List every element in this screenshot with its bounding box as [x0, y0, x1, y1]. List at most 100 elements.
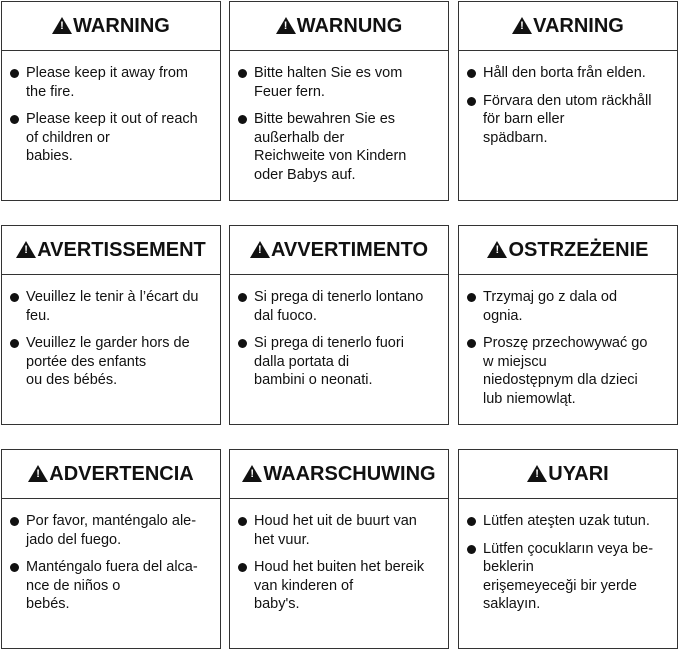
item-text-line: saklayın.: [483, 596, 541, 612]
bullet-icon: [467, 96, 476, 106]
bullet-item: Veuillez le tenir à l’écart du feu.: [10, 288, 220, 325]
item-text-line: beklerin: [483, 559, 534, 575]
bullet-icon: [467, 339, 476, 348]
item-text-line: portée des enfants: [26, 353, 147, 370]
card-body: Håll den borta från elden. Förvara den ut…: [459, 51, 677, 147]
card-header: WAARSCHUWING: [230, 450, 448, 499]
item-text-line: spädbarn.: [483, 129, 548, 146]
bullet-item: Bitte halten Sie es vom Feuer fern.: [238, 64, 448, 101]
bullet-icon: [238, 293, 247, 302]
bullet-item: Bitte bewahren Sie es außerhalb der Reichw…: [238, 110, 448, 184]
bullet-item: Si prega di tenerlo fuori dalla portata d…: [238, 334, 448, 390]
warning-card: WARNING Please keep it away from the fire.…: [1, 1, 221, 201]
warning-triangle-icon: [28, 464, 49, 482]
item-text-line: lub niemowląt.: [483, 390, 576, 407]
warning-card: UYARI Lütfen ateşten uzak tutun. Lütfen ço…: [458, 449, 678, 649]
item-text-line: Bitte bewahren Sie es: [254, 111, 396, 127]
card-title: AVERTISSEMENT: [37, 238, 206, 261]
bullet-item: Manténgalo fuera del alca-nce de niños o…: [10, 558, 220, 614]
item-text-line: Feuer fern.: [254, 83, 325, 100]
item-text-line: babies.: [26, 148, 73, 164]
item-text-line: ognia.: [483, 307, 523, 324]
card-header: AVVERTIMENTO: [230, 226, 448, 275]
warning-triangle-icon: [512, 16, 533, 34]
warning-card: WARNUNG Bitte halten Sie es vom Feuer fern…: [229, 1, 449, 201]
warning-card: WAARSCHUWING Houd het uit de buurt van het…: [229, 449, 449, 649]
bullet-item: Veuillez le garder hors de portée des enf…: [10, 334, 220, 390]
bullet-icon: [10, 517, 19, 526]
item-text-line: the fire.: [26, 83, 75, 100]
card-header: OSTRZEŻENIE: [459, 226, 677, 275]
item-text-line: Manténgalo fuera del alca-: [26, 559, 198, 575]
bullet-item: Por favor, manténgalo ale-jado del fuego…: [10, 512, 220, 549]
bullet-icon: [10, 339, 19, 348]
card-title: UYARI: [548, 462, 609, 485]
warning-triangle-icon: [487, 240, 508, 258]
warning-card: AVERTISSEMENT Veuillez le tenir à l’écart…: [1, 225, 221, 425]
bullet-icon: [238, 115, 247, 124]
card-header: WARNUNG: [230, 2, 448, 51]
item-text-line: Bitte halten Sie es vom: [254, 65, 403, 81]
card-body: Please keep it away from the fire. Please …: [2, 51, 220, 166]
bullet-item: Houd het uit de buurt van het vuur.: [238, 512, 448, 549]
item-text-line: Houd het uit de buurt van: [254, 513, 417, 529]
card-header: WARNING: [2, 2, 220, 51]
card-body: Si prega di tenerlo lontano dal fuoco. Si …: [230, 275, 448, 390]
item-text-line: of children or: [26, 129, 110, 146]
item-text-line: bebés.: [26, 596, 70, 612]
warning-triangle-icon: [16, 240, 37, 258]
item-text-line: Förvara den utom räckhåll: [483, 92, 652, 109]
card-body: Lütfen ateşten uzak tutun. Lütfen çocukla…: [459, 499, 677, 614]
bullet-icon: [467, 293, 476, 302]
warning-card: VARNING Håll den borta från elden. Förvara…: [458, 1, 678, 201]
bullet-item: Please keep it out of reach of children o…: [10, 110, 220, 166]
item-text-line: nce de niños o: [26, 577, 121, 594]
card-body: Veuillez le tenir à l’écart du feu. Veuill…: [2, 275, 220, 390]
bullet-item: Håll den borta från elden.: [467, 64, 677, 83]
item-text-line: Lütfen ateşten uzak tutun.: [483, 513, 650, 529]
item-text-line: Si prega di tenerlo lontano: [254, 289, 424, 305]
item-text-line: dalla portata di: [254, 353, 350, 370]
card-body: Por favor, manténgalo ale-jado del fuego…: [2, 499, 220, 614]
bullet-icon: [238, 517, 247, 526]
bullet-icon: [10, 563, 19, 572]
item-text-line: baby's.: [254, 596, 300, 612]
bullet-item: Lütfen ateşten uzak tutun.: [467, 512, 677, 531]
card-title: VARNING: [533, 14, 624, 37]
bullet-icon: [467, 517, 476, 526]
item-text-line: van kinderen of: [254, 577, 354, 594]
card-title: OSTRZEŻENIE: [508, 238, 649, 261]
bullet-item: Förvara den utom räckhåll för barn eller s…: [467, 92, 677, 148]
card-body: Bitte halten Sie es vom Feuer fern. Bitte …: [230, 51, 448, 184]
item-text-line: Por favor, manténgalo ale-: [26, 513, 197, 529]
bullet-item: Lütfen çocukların veya be-beklerin erişem…: [467, 540, 677, 614]
bullet-icon: [10, 69, 19, 78]
item-text-line: feu.: [26, 307, 51, 324]
bullet-icon: [10, 115, 19, 124]
item-text-line: bambini o neonati.: [254, 372, 373, 388]
warning-triangle-icon: [275, 16, 296, 34]
item-text-line: Veuillez le tenir à l’écart du: [26, 289, 199, 305]
item-text-line: dal fuoco.: [254, 307, 317, 324]
warning-triangle-icon: [527, 464, 548, 482]
bullet-item: Houd het buiten het bereik van kinderen o…: [238, 558, 448, 614]
bullet-item: Trzymaj go z dala od ognia.: [467, 288, 677, 325]
warning-card: ADVERTENCIA Por favor, manténgalo ale-jad…: [1, 449, 221, 649]
card-body: Houd het uit de buurt van het vuur. Houd h…: [230, 499, 448, 614]
item-text-line: Please keep it out of reach: [26, 111, 198, 127]
card-title: WARNUNG: [296, 14, 403, 37]
item-text-line: Håll den borta från elden.: [483, 65, 646, 81]
bullet-icon: [467, 544, 476, 554]
item-text-line: ou des bébés.: [26, 372, 118, 388]
warning-card: OSTRZEŻENIE Trzymaj go z dala od ognia. Pro…: [458, 225, 678, 425]
bullet-icon: [238, 69, 247, 78]
item-text-line: Reichweite von Kindern: [254, 148, 407, 164]
card-title: WARNING: [73, 14, 170, 37]
item-text-line: außerhalb der: [254, 129, 345, 146]
bullet-item: Proszę przechowywać go w miejscu niedostęp…: [467, 334, 677, 408]
card-title: AVVERTIMENTO: [270, 238, 429, 261]
card-header: UYARI: [459, 450, 677, 499]
bullet-item: Please keep it away from the fire.: [10, 64, 220, 101]
item-text-line: w miejscu: [483, 353, 547, 370]
card-body: Trzymaj go z dala od ognia. Proszę przecho…: [459, 275, 677, 408]
